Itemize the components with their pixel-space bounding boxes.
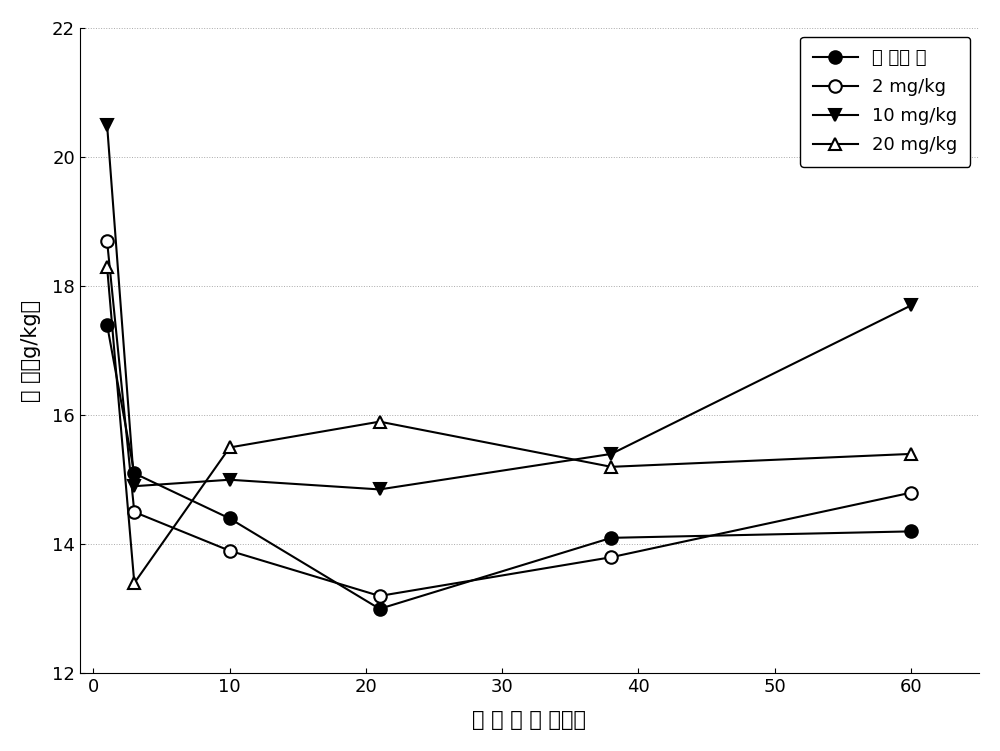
Y-axis label: 总 氮（g/kg）: 总 氮（g/kg） xyxy=(21,300,41,402)
10 mg/kg xyxy=(101,120,113,129)
20 mg/kg xyxy=(605,463,617,472)
20 mg/kg xyxy=(101,262,113,271)
2 mg/kg xyxy=(101,237,113,246)
2 mg/kg xyxy=(905,488,917,497)
20 mg/kg xyxy=(374,417,386,426)
2 mg/kg xyxy=(128,508,140,517)
20 mg/kg xyxy=(224,443,236,452)
空 白对 照 xyxy=(374,605,386,614)
空 白对 照 xyxy=(128,469,140,478)
10 mg/kg xyxy=(605,449,617,458)
10 mg/kg xyxy=(905,301,917,310)
2 mg/kg xyxy=(605,553,617,562)
X-axis label: 堆 肥 时 间 （天）: 堆 肥 时 间 （天） xyxy=(472,710,586,730)
空 白对 照 xyxy=(905,527,917,536)
10 mg/kg xyxy=(374,485,386,494)
Line: 10 mg/kg: 10 mg/kg xyxy=(101,119,917,496)
10 mg/kg xyxy=(128,481,140,490)
Line: 20 mg/kg: 20 mg/kg xyxy=(101,261,917,590)
Line: 空 白对 照: 空 白对 照 xyxy=(101,318,917,615)
2 mg/kg xyxy=(374,592,386,601)
2 mg/kg xyxy=(224,546,236,555)
空 白对 照 xyxy=(101,320,113,329)
10 mg/kg xyxy=(224,475,236,484)
20 mg/kg xyxy=(905,449,917,458)
空 白对 照 xyxy=(605,533,617,542)
空 白对 照 xyxy=(224,514,236,523)
20 mg/kg xyxy=(128,578,140,587)
Legend: 空 白对 照, 2 mg/kg, 10 mg/kg, 20 mg/kg: 空 白对 照, 2 mg/kg, 10 mg/kg, 20 mg/kg xyxy=(800,37,970,167)
Line: 2 mg/kg: 2 mg/kg xyxy=(101,234,917,602)
